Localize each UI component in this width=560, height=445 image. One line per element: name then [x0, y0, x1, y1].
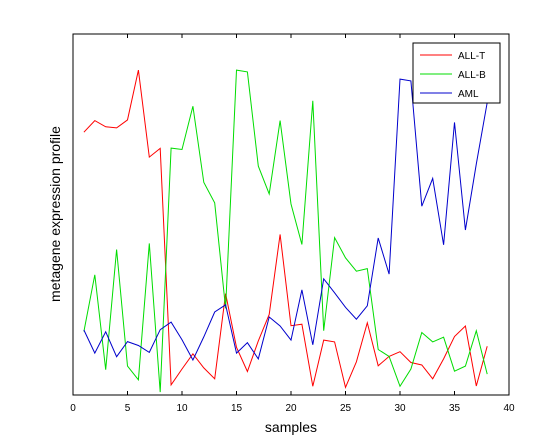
- legend-items: ALL-T ALL-B AML: [420, 51, 486, 100]
- legend-label: AML: [458, 89, 479, 100]
- series-layer: [83, 69, 488, 393]
- x-tick-label: 10: [176, 403, 188, 414]
- legend-box: [412, 42, 501, 104]
- x-tick-label: 15: [231, 403, 243, 414]
- x-tick-label: 5: [125, 403, 131, 414]
- legend-label: ALL-B: [458, 70, 486, 81]
- x-tick-label: 40: [503, 403, 515, 414]
- series-line-all-b: [83, 69, 488, 393]
- y-axis-label: metagene expression profile: [47, 126, 63, 302]
- legend-label: ALL-T: [458, 51, 485, 62]
- x-tick-label: 20: [285, 403, 297, 414]
- x-tick-label: 25: [340, 403, 352, 414]
- legend: ALL-T ALL-B AML: [412, 42, 501, 104]
- x-tick-label: 30: [394, 403, 406, 414]
- x-axis-ticks: 0 5 10 15 20 25 30 35 40: [70, 34, 515, 414]
- series-line-aml: [83, 78, 488, 362]
- x-axis-label: samples: [265, 419, 317, 435]
- x-tick-label: 35: [449, 403, 461, 414]
- x-tick-label: 0: [70, 403, 76, 414]
- series-line-all-t: [83, 69, 488, 389]
